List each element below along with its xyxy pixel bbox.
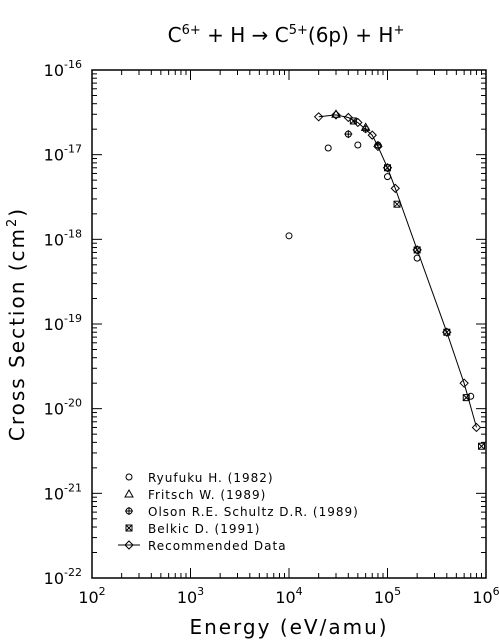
data-point (459, 378, 469, 388)
data-point (382, 163, 393, 173)
data-point (393, 200, 401, 208)
legend-marker (125, 473, 133, 481)
legend-item: Ryufuku H. (1982) (125, 471, 274, 485)
legend-item: Recommended Data (118, 539, 287, 553)
data-point (353, 117, 363, 128)
data-point (331, 109, 341, 118)
title-sup-3: + (393, 23, 404, 38)
series-4 (313, 110, 482, 433)
y-tick-label: 10-20 (44, 397, 82, 419)
y-label-end: ) (5, 207, 29, 217)
data-point (285, 232, 293, 240)
y-tick-label: 10-22 (44, 566, 82, 588)
series-0 (285, 141, 475, 400)
tick-labels: 102 103 104 105 106 10-22 10-21 10-20 10-19 10-18… (44, 58, 499, 607)
recommended-curve (318, 114, 477, 428)
data-point (324, 144, 332, 152)
series-2 (344, 125, 382, 150)
chart-title: C6+ + H → C5+(6p) + H+ (168, 23, 405, 47)
y-tick-label: 10-21 (44, 481, 82, 503)
legend-marker (124, 540, 134, 550)
title-sup-1: 6+ (182, 23, 201, 38)
data-point (344, 130, 353, 139)
y-tick-label: 10-19 (44, 312, 82, 334)
legend-label: Belkic D. (1991) (148, 522, 260, 536)
data-point (477, 442, 485, 450)
y-axis-label: Cross Section (cm2) (5, 207, 29, 441)
x-tick-label: 102 (78, 585, 105, 607)
x-tick-label: 106 (472, 585, 499, 607)
data-point (331, 110, 341, 120)
x-tick-label: 105 (374, 585, 401, 607)
legend-label: Fritsch W. (1989) (148, 488, 266, 502)
x-axis-label: Energy (eV/amu) (189, 615, 388, 639)
data-point (390, 183, 401, 194)
legend-item: Olson R.E. Schultz D.R. (1989) (125, 505, 359, 519)
legend-label: Recommended Data (148, 539, 287, 553)
legend-marker (125, 524, 133, 532)
title-mid-2: (6p) + H (308, 23, 394, 47)
x-tick-label: 103 (177, 585, 204, 607)
data-point (354, 141, 362, 149)
data-point (442, 327, 452, 337)
data-point (343, 112, 354, 123)
data-point (367, 130, 377, 140)
y-tick-label: 10-17 (44, 143, 82, 165)
y-label-sup: 2 (5, 217, 20, 227)
legend-label: Ryufuku H. (1982) (148, 471, 274, 485)
data-marks (285, 109, 485, 450)
y-tick-label: 10-18 (44, 227, 82, 249)
series-3 (349, 117, 485, 450)
data-point (471, 422, 482, 433)
title-mid: + H → C (201, 23, 289, 47)
data-point (313, 112, 324, 122)
data-point (349, 117, 357, 125)
x-tick-label: 104 (275, 585, 302, 607)
title-sup-2: 5+ (289, 23, 308, 38)
axis-ticks (91, 69, 487, 579)
legend-marker (124, 488, 134, 498)
legend-marker (125, 507, 133, 515)
legend: Ryufuku H. (1982) Fritsch W. (1989) Olson … (118, 471, 359, 553)
legend-label: Olson R.E. Schultz D.R. (1989) (148, 505, 359, 519)
legend-item: Belkic D. (1991) (125, 522, 260, 536)
title-c: C (168, 23, 182, 47)
y-tick-label: 10-16 (44, 58, 82, 80)
data-point (412, 245, 422, 255)
y-label-main: Cross Section (cm (5, 227, 29, 441)
legend-item: Fritsch W. (1989) (124, 488, 266, 502)
data-point (373, 141, 383, 152)
